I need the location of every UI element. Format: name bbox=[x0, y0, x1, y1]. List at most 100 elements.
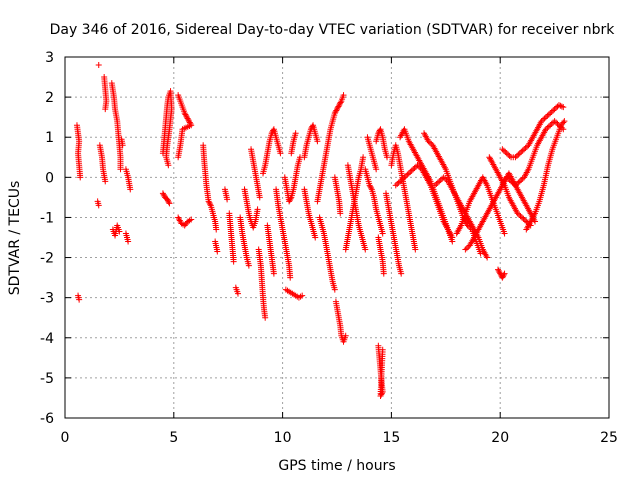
data-point bbox=[502, 148, 509, 155]
data-point bbox=[332, 108, 339, 115]
data-point bbox=[398, 177, 405, 184]
data-point bbox=[342, 332, 349, 339]
data-point bbox=[333, 107, 340, 114]
data-point bbox=[95, 202, 102, 209]
data-point bbox=[286, 198, 293, 205]
data-point bbox=[182, 111, 189, 118]
data-point bbox=[547, 110, 554, 117]
y-tick-label: 0 bbox=[45, 170, 54, 186]
data-point bbox=[337, 99, 344, 106]
data-point bbox=[368, 185, 375, 192]
data-point bbox=[214, 248, 221, 255]
data-point bbox=[517, 213, 524, 220]
data-point bbox=[166, 200, 173, 207]
data-point bbox=[102, 178, 109, 185]
data-point bbox=[544, 112, 551, 119]
data-point bbox=[433, 181, 440, 188]
data-point bbox=[405, 170, 412, 177]
data-point bbox=[175, 154, 182, 161]
data-point bbox=[95, 62, 102, 69]
data-point bbox=[401, 174, 408, 181]
y-tick-label: -2 bbox=[40, 251, 54, 267]
data-point bbox=[312, 234, 319, 241]
data-point bbox=[411, 164, 418, 171]
data-point bbox=[127, 186, 134, 193]
data-point bbox=[560, 104, 567, 111]
data-point bbox=[125, 238, 132, 245]
data-point bbox=[440, 174, 447, 181]
data-point bbox=[541, 115, 548, 122]
data-point bbox=[336, 102, 343, 109]
data-point bbox=[515, 151, 522, 158]
x-tick-label: 25 bbox=[600, 430, 618, 446]
data-point bbox=[340, 92, 347, 99]
data-point bbox=[337, 210, 344, 217]
data-point bbox=[394, 181, 401, 188]
data-point bbox=[117, 166, 124, 173]
data-point bbox=[548, 120, 555, 127]
data-point bbox=[410, 166, 417, 173]
data-point bbox=[499, 146, 506, 153]
data-point bbox=[487, 155, 494, 162]
data-point bbox=[544, 124, 551, 131]
data-point bbox=[181, 110, 188, 117]
data-point bbox=[379, 346, 386, 353]
data-point bbox=[412, 246, 419, 253]
data-point bbox=[463, 245, 470, 252]
data-point bbox=[515, 179, 522, 186]
data-point bbox=[548, 108, 555, 115]
data-point bbox=[398, 270, 405, 277]
y-tick-labels: -6 -5 -4 -3 -2 -1 0 1 2 3 bbox=[40, 50, 54, 427]
x-tick-label: 10 bbox=[274, 430, 292, 446]
data-point bbox=[314, 138, 321, 145]
data-point bbox=[404, 171, 411, 178]
data-point bbox=[547, 122, 554, 129]
data-point bbox=[299, 292, 306, 299]
data-point bbox=[408, 167, 415, 174]
data-point bbox=[464, 222, 471, 229]
data-point bbox=[551, 118, 558, 125]
x-tick-labels: 0 5 10 15 20 25 bbox=[61, 430, 618, 446]
data-point bbox=[560, 119, 567, 126]
data-point bbox=[508, 178, 515, 185]
data-point bbox=[76, 296, 83, 303]
data-point bbox=[431, 182, 438, 189]
data-point bbox=[245, 262, 252, 269]
y-tick-label: 1 bbox=[45, 130, 54, 146]
y-tick-label: -1 bbox=[40, 210, 54, 226]
data-point bbox=[230, 258, 237, 265]
data-point bbox=[519, 147, 526, 154]
data-point bbox=[213, 226, 220, 233]
data-point bbox=[380, 270, 387, 277]
data-point bbox=[165, 162, 172, 169]
y-tick-label: 3 bbox=[45, 50, 54, 66]
plot-frame bbox=[64, 56, 610, 419]
data-point bbox=[501, 270, 508, 277]
data-point bbox=[437, 177, 444, 184]
x-tick-label: 20 bbox=[491, 430, 509, 446]
data-point bbox=[102, 106, 109, 113]
x-tick-label: 5 bbox=[169, 430, 178, 446]
data-point bbox=[477, 250, 484, 257]
data-point bbox=[392, 182, 399, 189]
data-point bbox=[516, 211, 523, 218]
grid-lines bbox=[65, 57, 609, 418]
data-point bbox=[513, 181, 520, 188]
data-point bbox=[334, 104, 341, 111]
data-point bbox=[449, 234, 456, 241]
data-point bbox=[400, 175, 407, 182]
data-point bbox=[360, 154, 367, 161]
y-tick-label: -3 bbox=[40, 291, 54, 307]
data-point bbox=[77, 174, 84, 181]
data-point bbox=[539, 116, 546, 123]
data-point bbox=[384, 154, 391, 161]
data-point bbox=[334, 106, 340, 113]
data-point bbox=[505, 151, 512, 158]
data-point bbox=[561, 118, 568, 125]
data-point bbox=[512, 182, 519, 189]
data-point bbox=[378, 391, 385, 398]
data-point bbox=[414, 162, 421, 169]
data-point bbox=[505, 175, 512, 182]
data-point bbox=[521, 217, 528, 224]
data-point bbox=[425, 138, 432, 145]
